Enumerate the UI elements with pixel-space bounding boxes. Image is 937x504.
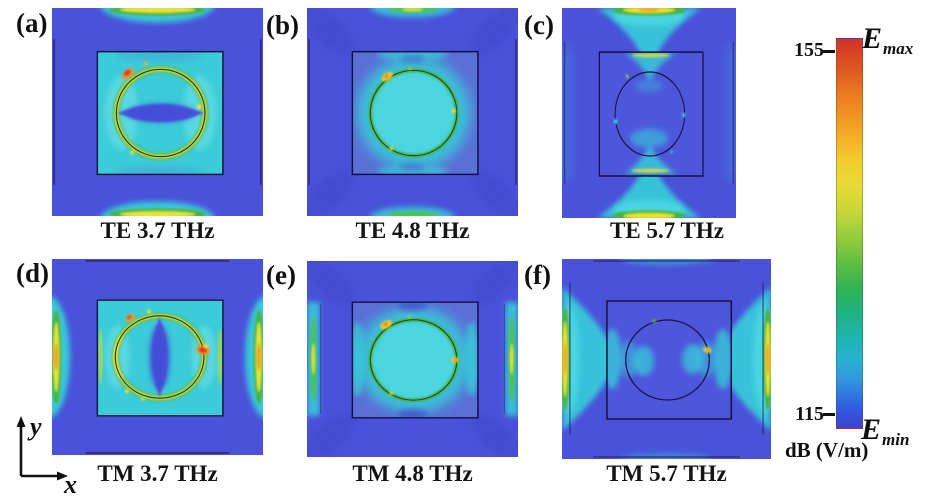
caption-te-4.8: TE 4.8 THz [355, 218, 470, 243]
axes-arrows [16, 416, 68, 481]
coordinate-axes: y x [4, 410, 114, 504]
field-map-te-5.7thz [562, 8, 736, 218]
field-map-te-4.8thz [307, 8, 518, 216]
colorbar-unit: dB (V/m) [785, 438, 869, 462]
emax-subscript: max [883, 39, 914, 58]
y-axis-label: y [30, 412, 42, 441]
panel-a [52, 8, 263, 216]
colorbar-max-tickmark [823, 50, 835, 53]
emin-symbol: E [861, 413, 882, 446]
panel-d [52, 259, 263, 455]
colorbar-min-tickmark [823, 413, 835, 416]
field-map-tm-5.7thz [562, 259, 771, 459]
colorbar-max-tick: 155 [794, 39, 824, 61]
panel-label-a: (a) [16, 8, 48, 38]
field-map-te-3.7thz [52, 8, 263, 216]
panel-f [562, 259, 771, 459]
panel-b [307, 8, 518, 216]
caption-te-5.7: TE 5.7 THz [610, 218, 724, 243]
panel-label-c: (c) [524, 10, 554, 40]
emax-symbol: E [862, 22, 883, 55]
caption-tm-4.8: TM 4.8 THz [352, 461, 473, 486]
colorbar-emin-label: Emin [861, 413, 909, 449]
panel-label-b: (b) [266, 10, 299, 40]
x-axis-label: x [64, 470, 77, 499]
colorbar-min-tick: 115 [795, 403, 824, 425]
panel-label-f: (f) [524, 260, 551, 290]
field-map-tm-4.8thz [307, 261, 518, 457]
panel-label-d: (d) [16, 258, 49, 288]
caption-tm-3.7: TM 3.7 THz [97, 461, 218, 486]
caption-te-3.7: TE 3.7 THz [100, 218, 215, 243]
panel-c [562, 8, 736, 218]
panel-e [307, 261, 518, 457]
panel-label-e: (e) [266, 260, 296, 290]
colorbar-emax-label: Emax [862, 22, 913, 58]
colorbar [836, 38, 863, 429]
emin-subscript: min [882, 430, 910, 449]
field-map-tm-3.7thz [52, 259, 263, 455]
caption-tm-5.7: TM 5.7 THz [606, 461, 727, 486]
